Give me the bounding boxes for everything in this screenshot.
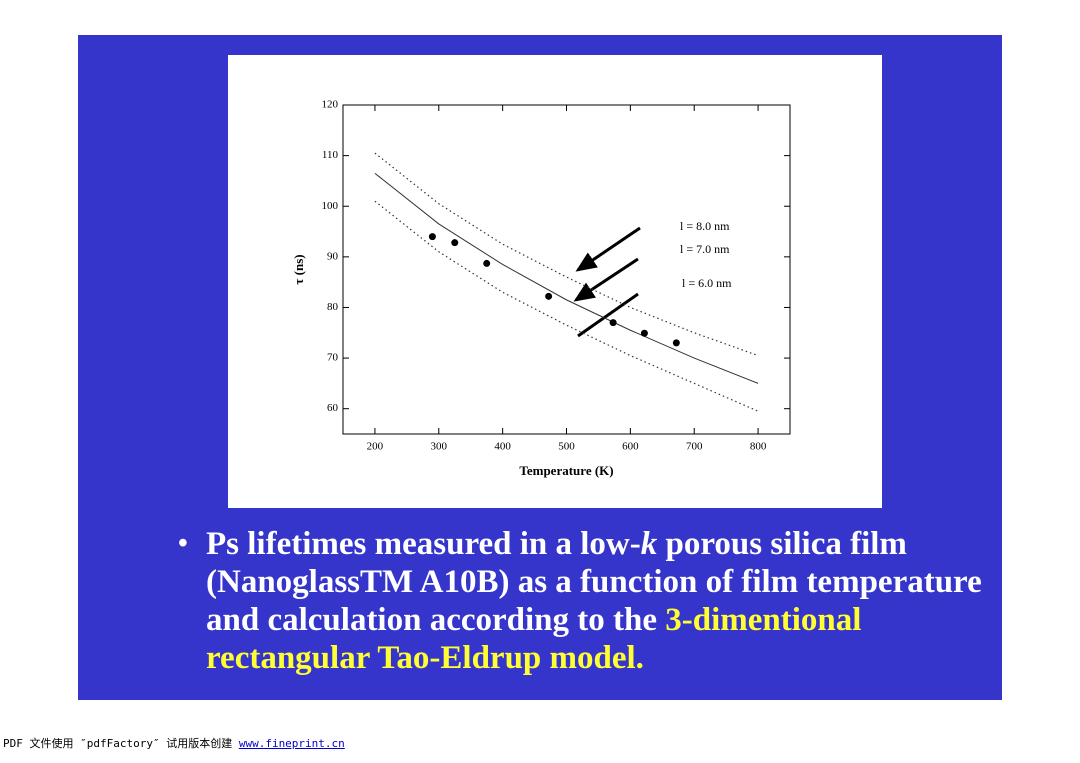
x-tick-label: 300 — [431, 441, 448, 453]
line-series — [374, 152, 759, 357]
text: Ps lifetimes measured in a low- — [206, 526, 641, 562]
line-series — [374, 200, 759, 412]
data-point — [428, 233, 436, 241]
y-tick-label: 80 — [327, 301, 339, 313]
y-tick-label: 70 — [327, 352, 339, 364]
y-tick-label: 100 — [322, 200, 339, 212]
x-tick-label: 700 — [686, 441, 703, 453]
data-point — [483, 259, 491, 267]
text: porous silica film (NanoglassTM A10B) as… — [206, 526, 982, 638]
y-tick-label: 60 — [327, 402, 339, 414]
series-label: l = 7.0 nm — [680, 242, 730, 256]
data-point — [451, 239, 459, 247]
x-tick-label: 500 — [558, 441, 575, 453]
slide: 200 300 400 500 600 700 800 60 70 80 90 100 110 120 Te… — [78, 35, 1002, 700]
x-tick-label: 200 — [367, 441, 384, 453]
y-tick-label: 110 — [322, 149, 339, 161]
footer-text: PDF 文件使用 ″pdfFactory″ 试用版本创建 — [3, 737, 239, 750]
data-point — [545, 292, 553, 300]
highlight-text: 3-dimentional rectangular Tao-Eldrup mod… — [206, 602, 862, 676]
data-point — [672, 339, 680, 347]
text: k — [640, 526, 658, 562]
y-axis-label: τ (ns) — [291, 254, 306, 284]
series-label: l = 6.0 nm — [682, 276, 732, 290]
x-axis-label: Temperature (K) — [519, 463, 613, 478]
x-tick-label: 600 — [622, 441, 639, 453]
arrow — [575, 226, 641, 272]
arrow — [573, 257, 639, 302]
x-tick-label: 800 — [750, 441, 767, 453]
y-tick-label: 90 — [327, 250, 339, 262]
x-tick-label: 400 — [494, 441, 511, 453]
chart: 200 300 400 500 600 700 800 60 70 80 90 100 110 120 Te… — [291, 99, 791, 478]
footer-link[interactable]: www.fineprint.cn — [238, 737, 345, 750]
data-point — [609, 319, 617, 327]
y-tick-label: 120 — [322, 99, 339, 111]
line-series — [374, 172, 759, 384]
plot-frame — [342, 104, 791, 435]
series-label: l = 8.0 nm — [680, 219, 730, 233]
chart-box: 200 300 400 500 600 700 800 60 70 80 90 100 110 120 Te… — [228, 55, 882, 508]
footer: PDF 文件使用 ″pdfFactory″ 试用版本创建 www.finepri… — [3, 735, 345, 751]
data-point — [640, 329, 648, 337]
arrow — [577, 292, 639, 338]
bullet-text: Ps lifetimes measured in a low-k porous … — [178, 525, 986, 677]
